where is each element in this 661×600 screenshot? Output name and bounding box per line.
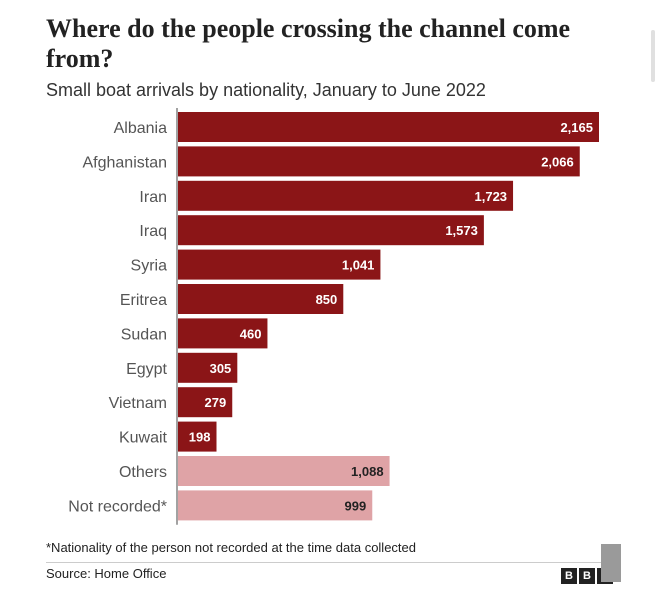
category-label: Iran (139, 189, 167, 206)
category-label: Kuwait (119, 430, 168, 447)
footnote: *Nationality of the person not recorded … (46, 540, 416, 555)
value-label: 305 (210, 361, 232, 376)
category-label: Eritrea (120, 292, 167, 309)
value-label: 1,573 (445, 223, 478, 238)
category-label: Syria (131, 258, 168, 275)
bar (178, 421, 217, 452)
category-label: Sudan (121, 326, 167, 343)
bar (178, 284, 344, 314)
bar (178, 318, 268, 349)
scrollbar[interactable] (651, 30, 655, 82)
chart-subtitle: Small boat arrivals by nationality, Janu… (46, 80, 486, 100)
category-label: Others (119, 464, 167, 481)
value-label: 2,165 (560, 120, 593, 135)
footer-divider (46, 562, 616, 563)
category-label: Egypt (126, 361, 167, 378)
bbc-logo-letter: B (579, 568, 595, 584)
bar (178, 352, 238, 383)
bar-chart: Albania 2,165 Afghanistan 2,066 Iran 1,723 Ira… (68, 108, 599, 525)
bbc-logo-letter: B (561, 568, 577, 584)
value-label: 1,041 (342, 258, 375, 273)
chart-title: Where do the people crossing the channel… (46, 14, 571, 73)
bar (178, 249, 381, 280)
source-note: Source: Home Office (46, 566, 167, 581)
value-label: 460 (240, 326, 262, 341)
bar (178, 490, 373, 521)
category-label: Albania (114, 120, 167, 137)
bar (178, 146, 580, 177)
value-label: 279 (205, 395, 227, 410)
category-label: Not recorded* (68, 498, 167, 515)
bar (178, 387, 233, 418)
overlay-block (601, 544, 621, 582)
value-label: 198 (189, 430, 211, 445)
bar (178, 180, 514, 211)
category-label: Iraq (139, 223, 167, 240)
value-label: 1,088 (351, 464, 384, 479)
bar (178, 215, 484, 246)
bar (178, 112, 599, 142)
bar (178, 456, 390, 486)
value-label: 850 (316, 292, 338, 307)
category-label: Afghanistan (82, 154, 167, 171)
value-label: 2,066 (541, 154, 574, 169)
category-label: Vietnam (109, 395, 167, 412)
value-label: 999 (345, 498, 367, 513)
value-label: 1,723 (475, 189, 508, 204)
